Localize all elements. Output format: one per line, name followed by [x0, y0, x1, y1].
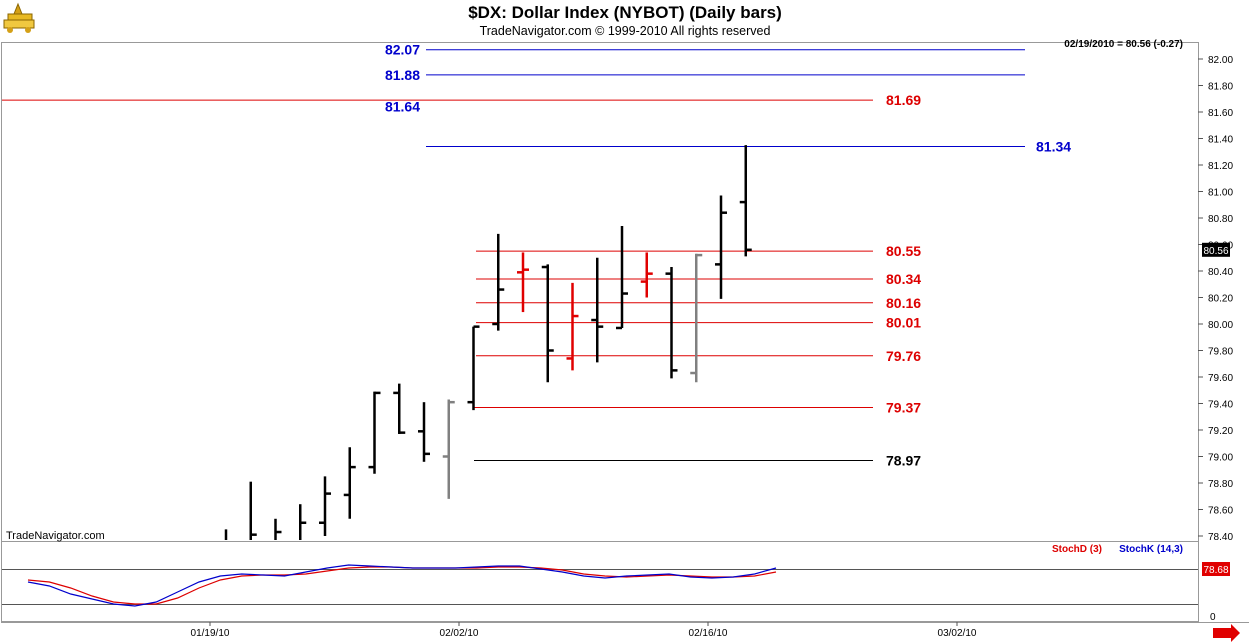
x-tick-label: 02/02/10: [440, 628, 479, 639]
stoch-value-tag: 78.68: [1202, 562, 1230, 576]
svg-text:78.68: 78.68: [1203, 565, 1228, 576]
level-label: 80.16: [886, 295, 921, 311]
stoch-k-legend: StochK (14,3): [1119, 544, 1183, 555]
scroll-right-arrow-icon[interactable]: [1213, 624, 1240, 642]
y-tick-label: 81.20: [1208, 161, 1233, 172]
y-tick-label: 79.80: [1208, 347, 1233, 358]
level-label: 80.01: [886, 315, 921, 331]
level-label: 81.69: [886, 92, 921, 108]
y-tick-label: 79.40: [1208, 400, 1233, 411]
y-tick-label: 78.80: [1208, 479, 1233, 490]
x-tick-label: 03/02/10: [938, 628, 977, 639]
y-tick-label: 80.40: [1208, 267, 1233, 278]
y-tick-label: 80.80: [1208, 214, 1233, 225]
level-label: 81.34: [1036, 138, 1071, 154]
y-tick-label: 79.60: [1208, 373, 1233, 384]
level-label: 78.97: [886, 452, 921, 468]
y-tick-label: 80.00: [1208, 320, 1233, 331]
level-label: 80.34: [886, 271, 921, 287]
last-quote-label: 02/19/2010 = 80.56 (-0.27): [1064, 39, 1183, 50]
y-tick-label: 80.20: [1208, 294, 1233, 305]
y-tick-label: 81.60: [1208, 108, 1233, 119]
y-tick-label: 82.00: [1208, 55, 1233, 66]
level-label: 79.37: [886, 399, 921, 415]
last-price-tag: 80.56: [1202, 243, 1230, 257]
y-tick-label: 81.80: [1208, 82, 1233, 93]
date-axis: 01/19/10 02/02/10 02/16/10 03/02/10: [191, 622, 977, 639]
x-tick-label: 01/19/10: [191, 628, 230, 639]
price-panel-frame: [2, 43, 1199, 542]
level-label: 81.64: [385, 99, 420, 115]
x-tick-label: 02/16/10: [689, 628, 728, 639]
chart-subtitle: TradeNavigator.com © 1999-2010 All right…: [480, 24, 771, 38]
y-tick-label: 81.00: [1208, 188, 1233, 199]
y-tick-label: 78.40: [1208, 532, 1233, 543]
stoch-panel-frame: [2, 542, 1199, 622]
y-tick-label: 78.60: [1208, 506, 1233, 517]
stoch-zero-label: 0: [1210, 612, 1216, 623]
level-label: 79.76: [886, 348, 921, 364]
level-label: 81.88: [385, 67, 420, 83]
y-tick-label: 81.40: [1208, 135, 1233, 146]
level-label: 82.07: [385, 42, 420, 58]
stoch-d-legend: StochD (3): [1052, 544, 1102, 555]
level-label: 80.55: [886, 243, 921, 259]
y-tick-label: 79.20: [1208, 426, 1233, 437]
svg-text:80.56: 80.56: [1203, 246, 1228, 257]
chart-title: $DX: Dollar Index (NYBOT) (Daily bars): [468, 3, 782, 22]
watermark-label: TradeNavigator.com: [6, 530, 105, 542]
price-axis: 82.0081.8081.6081.4081.2081.0080.8080.60…: [1198, 55, 1233, 543]
y-tick-label: 79.00: [1208, 453, 1233, 464]
tradenavigator-logo-icon: [4, 4, 34, 33]
